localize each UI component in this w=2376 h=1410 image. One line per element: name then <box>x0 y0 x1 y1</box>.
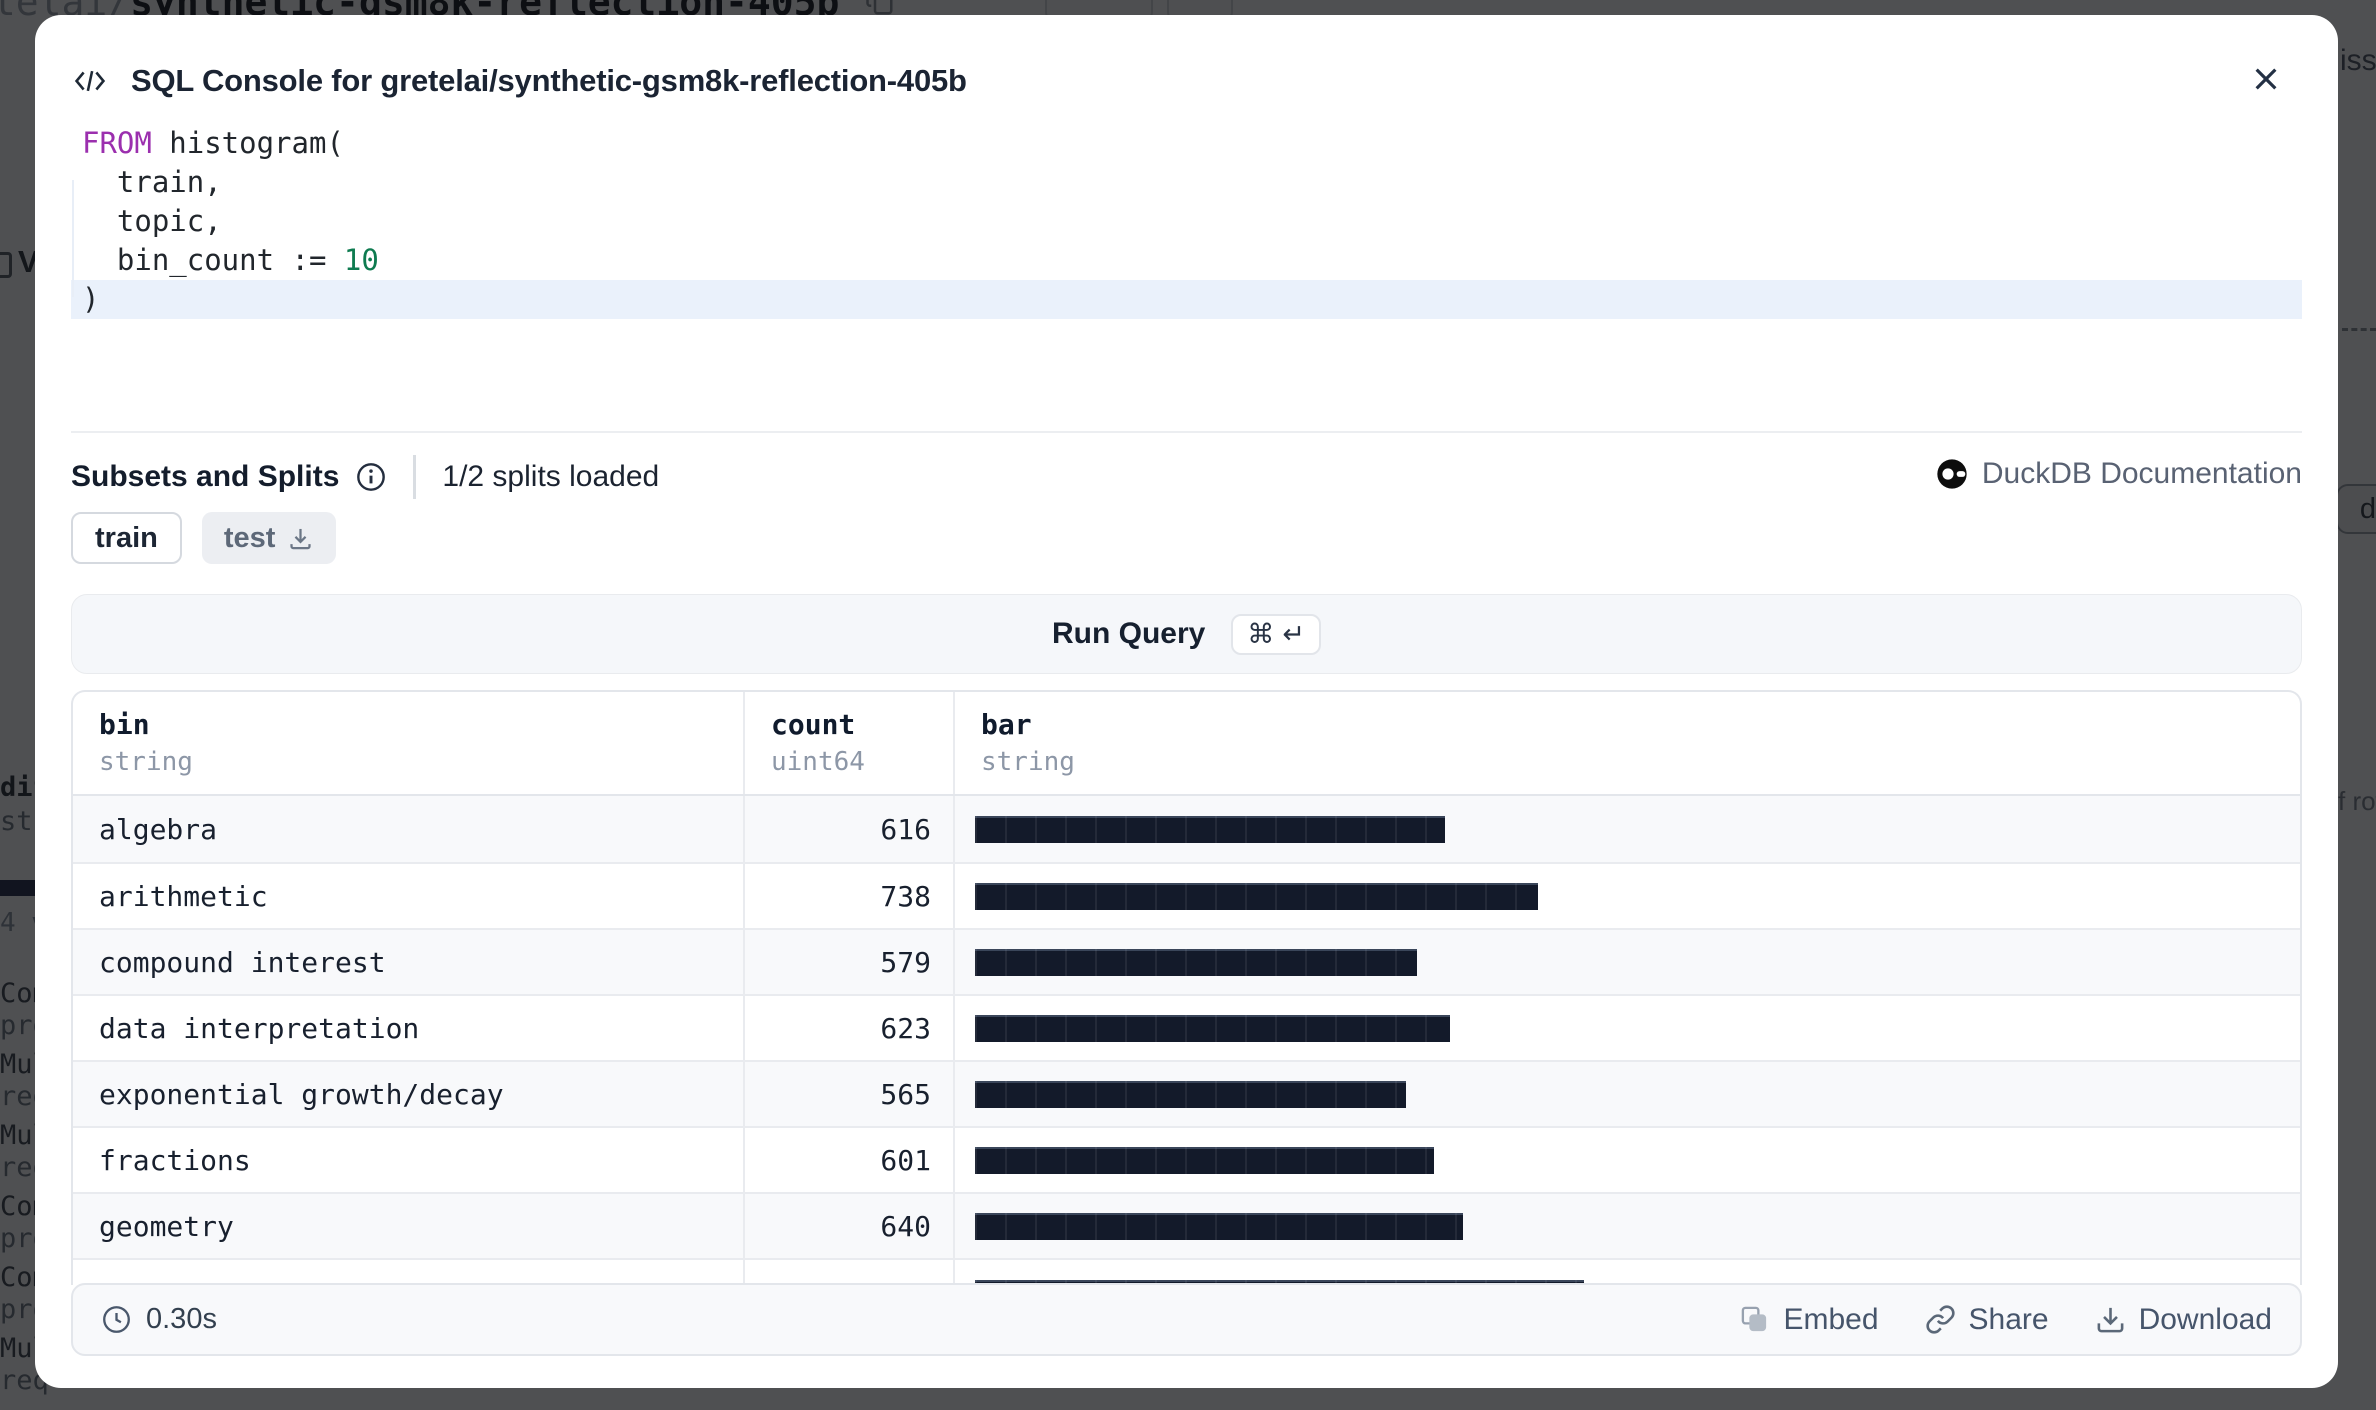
subsets-title: Subsets and Splits <box>71 460 340 493</box>
results-table: bin string count uint64 bar string algeb… <box>71 690 2302 1285</box>
bar-cell <box>953 864 2300 928</box>
splits-loaded-status: 1/2 splits loaded <box>442 460 660 493</box>
embed-button[interactable]: Embed <box>1739 1303 1879 1337</box>
bin-cell: geometry <box>99 1209 234 1243</box>
bin-cell: exponential growth/decay <box>99 1077 504 1111</box>
divider <box>413 455 417 499</box>
column-header-bar: bar string <box>953 692 2300 794</box>
bar-cell <box>953 1062 2300 1126</box>
duckdb-logo-icon <box>1937 459 1967 489</box>
split-button-test[interactable]: test <box>201 512 337 564</box>
splits-row: train test <box>71 512 337 564</box>
elapsed-time: 0.30s <box>146 1303 217 1335</box>
count-cell: 738 <box>743 864 953 928</box>
count-cell: 640 <box>743 1194 953 1258</box>
info-icon[interactable] <box>355 461 387 493</box>
embed-icon <box>1742 1306 1767 1332</box>
subsets-header: Subsets and Splits 1/2 splits loaded <box>71 455 659 499</box>
count-cell: 616 <box>743 796 953 862</box>
count-cell: 601 <box>743 1128 953 1192</box>
count-cell: 579 <box>743 930 953 994</box>
table-row: exponential growth/decay 565 <box>73 1060 2300 1126</box>
table-row: geometry 640 <box>73 1192 2300 1258</box>
count-cell: 565 <box>743 1062 953 1126</box>
indent-guide <box>72 180 74 297</box>
bar-cell <box>953 996 2300 1060</box>
bar-cell <box>953 1260 2300 1285</box>
bin-cell: compound interest <box>99 945 386 979</box>
bin-cell: algebra <box>99 812 218 846</box>
code-line: bin_count := 10 <box>82 243 379 277</box>
split-train-label: train <box>95 521 158 554</box>
bin-cell <box>73 1260 743 1285</box>
histogram-bar <box>975 1014 1450 1042</box>
download-icon <box>2097 1307 2123 1333</box>
download-button[interactable]: Download <box>2095 1303 2272 1337</box>
table-row: data interpretation 623 <box>73 994 2300 1060</box>
keyboard-shortcut-badge: ⌘ ↵ <box>1231 613 1321 655</box>
close-icon[interactable] <box>2244 57 2288 101</box>
results-footer-bar: 0.30s Embed Share Down <box>71 1283 2302 1356</box>
duckdb-documentation-link[interactable]: DuckDB Documentation <box>1936 457 2302 491</box>
split-test-label: test <box>223 521 276 554</box>
table-header-row: bin string count uint64 bar string <box>73 692 2300 796</box>
bar-cell <box>953 930 2300 994</box>
modal-title: SQL Console for gretelai/synthetic-gsm8k… <box>131 63 967 98</box>
bin-cell: fractions <box>99 1143 251 1177</box>
sql-editor[interactable]: FROM histogram( train, topic, bin_count … <box>71 108 2302 433</box>
table-row-partial <box>73 1258 2300 1285</box>
table-row: compound interest 579 <box>73 928 2300 994</box>
table-row: fractions 601 <box>73 1126 2300 1192</box>
count-cell <box>743 1260 953 1285</box>
table-row: algebra 616 <box>73 796 2300 862</box>
column-header-bin: bin string <box>99 708 193 777</box>
download-icon <box>290 528 312 549</box>
clock-icon <box>103 1306 130 1333</box>
link-icon <box>1925 1305 1955 1334</box>
query-elapsed: 0.30s <box>101 1303 217 1336</box>
histogram-bar <box>975 1146 1434 1174</box>
table-row: arithmetic 738 <box>73 862 2300 928</box>
histogram-bar <box>975 948 1417 976</box>
code-line: FROM histogram( <box>82 126 344 160</box>
share-button[interactable]: Share <box>1925 1303 2049 1337</box>
code-line: topic, <box>82 204 222 238</box>
histogram-bar <box>975 1212 1463 1240</box>
bin-cell: arithmetic <box>99 879 268 913</box>
bar-cell <box>953 1194 2300 1258</box>
code-line-active: ) <box>71 280 2302 319</box>
duckdb-documentation-label: DuckDB Documentation <box>1981 457 2302 490</box>
code-icon <box>71 64 109 98</box>
histogram-bar <box>975 815 1445 843</box>
sql-console-modal: SQL Console for gretelai/synthetic-gsm8k… <box>35 15 2338 1388</box>
column-header-count: count uint64 <box>743 692 953 794</box>
code-line: train, <box>82 165 222 199</box>
bar-cell <box>953 796 2300 862</box>
cmd-key-icon: ⌘ <box>1247 618 1275 650</box>
run-query-button[interactable]: Run Query ⌘ ↵ <box>71 594 2302 674</box>
bar-cell <box>953 1128 2300 1192</box>
histogram-bar <box>975 882 1538 910</box>
enter-key-icon: ↵ <box>1282 618 1305 650</box>
histogram-bar <box>975 1280 1584 1285</box>
run-query-label: Run Query <box>1052 617 1206 650</box>
bin-cell: data interpretation <box>99 1011 420 1045</box>
modal-header: SQL Console for gretelai/synthetic-gsm8k… <box>71 55 2302 107</box>
histogram-bar <box>975 1080 1406 1108</box>
count-cell: 623 <box>743 996 953 1060</box>
split-button-train[interactable]: train <box>71 512 182 564</box>
